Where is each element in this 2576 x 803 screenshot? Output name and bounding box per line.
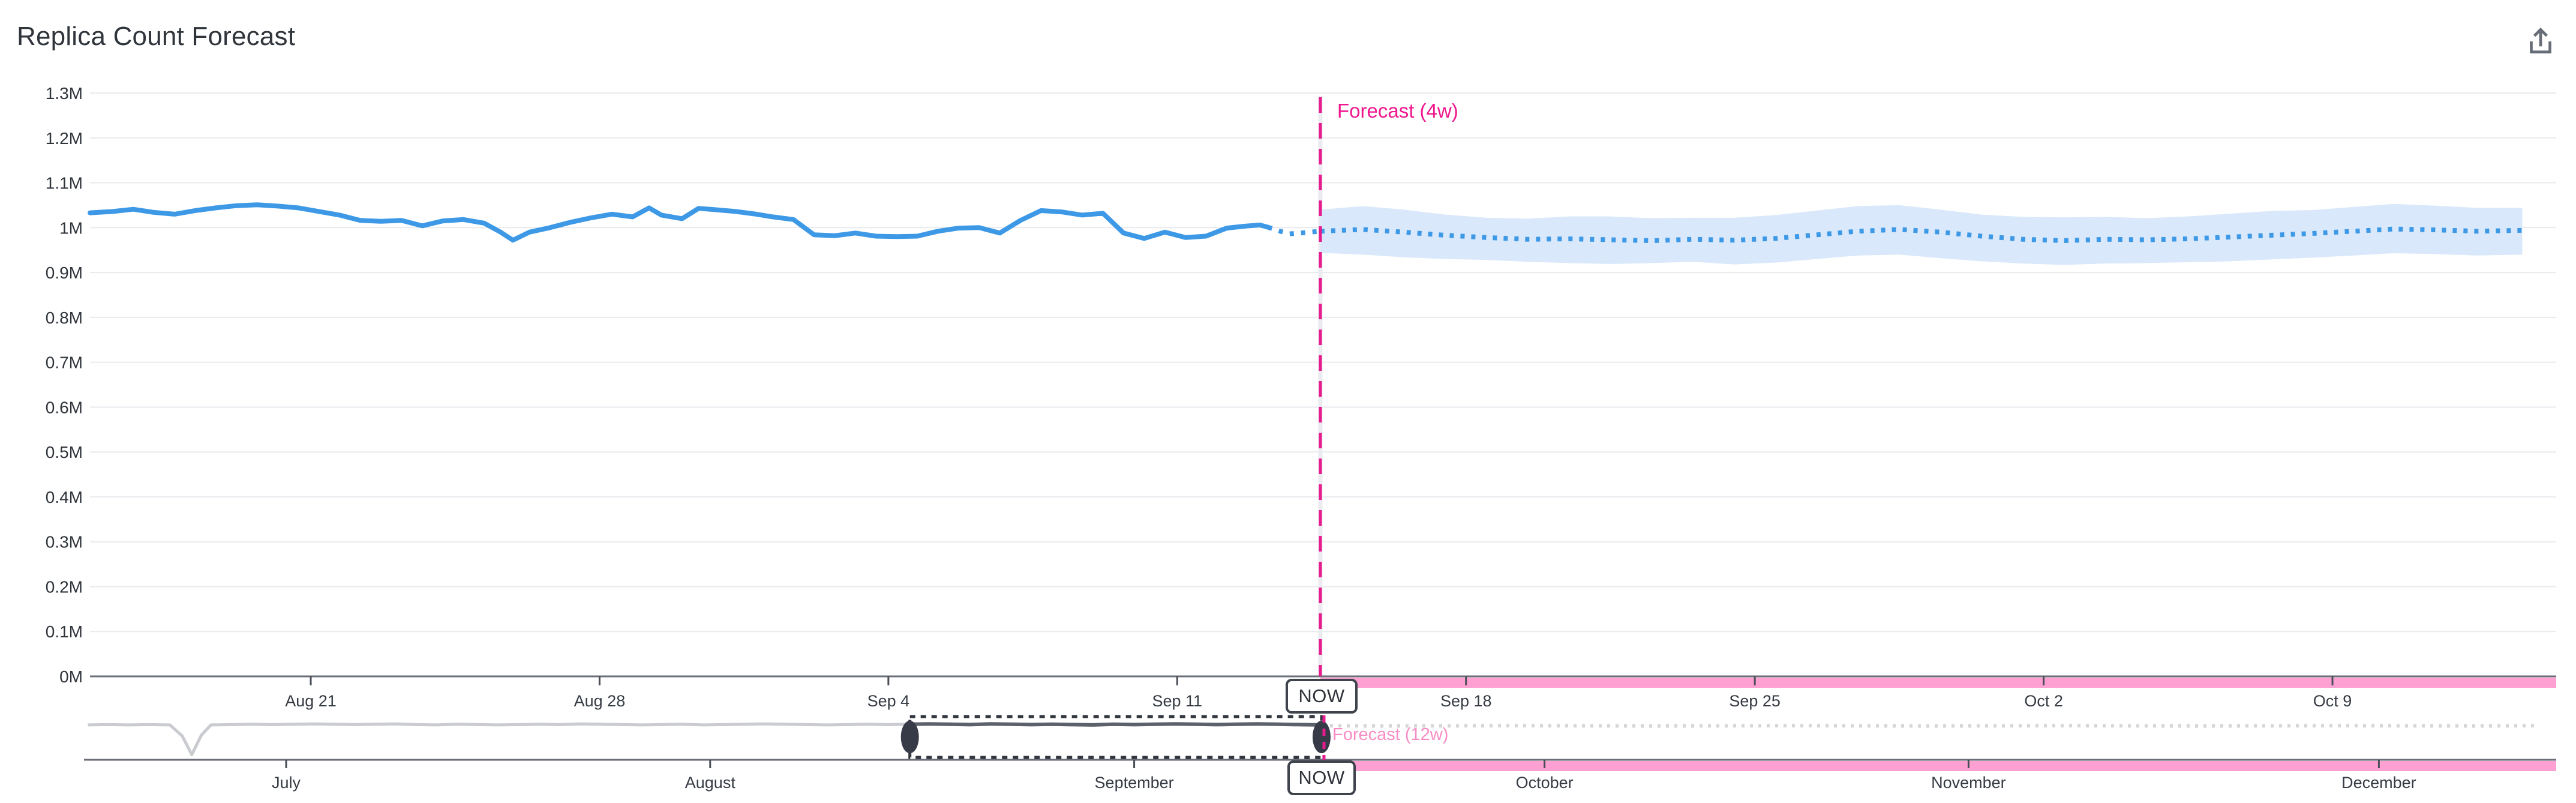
forecast-axis-highlight (1320, 678, 2556, 688)
y-axis-label: 0.2M (46, 577, 83, 596)
navigator-axis-label: November (1931, 774, 2006, 792)
forecast-4w-label: Forecast (4w) (1337, 100, 1458, 122)
navigator-axis-label: September (1095, 774, 1174, 792)
forecast-12w-label: Forecast (12w) (1332, 725, 1449, 744)
x-axis-label: Sep 18 (1440, 692, 1492, 710)
navigator-axis-label: December (2341, 774, 2416, 792)
x-axis-label: Aug 21 (285, 692, 337, 710)
y-axis-label: 1.3M (46, 84, 83, 103)
navigator-axis-label: July (272, 774, 301, 792)
y-axis-label: 0.3M (46, 533, 83, 552)
now-marker-badge-main: NOW (1286, 679, 1358, 714)
y-axis-label: 0M (59, 667, 83, 686)
navigator-series-line (88, 722, 1322, 756)
y-axis-label: 1.2M (46, 129, 83, 148)
y-axis-label: 0.5M (46, 443, 83, 462)
y-axis-label: 0.8M (46, 308, 83, 327)
y-axis-label: 0.4M (46, 488, 83, 507)
navigator-forecast-axis-highlight (1321, 761, 2556, 771)
navigator-series-line-selected (908, 722, 1322, 727)
brush-handle-left[interactable] (900, 721, 919, 753)
brush-handle-right[interactable] (1312, 721, 1331, 753)
navigator-axis-label: August (685, 774, 736, 792)
navigator-axis-label: October (1516, 774, 1574, 792)
y-axis-label: 0.9M (46, 263, 83, 282)
y-axis-label: 0.1M (46, 622, 83, 641)
page-title: Replica Count Forecast (17, 22, 296, 51)
x-axis-label: Sep 25 (1729, 692, 1781, 710)
x-axis-label: Oct 9 (2313, 692, 2352, 710)
x-axis-label: Sep 4 (867, 692, 910, 710)
y-axis-label: 0.6M (46, 398, 83, 417)
export-button[interactable] (2523, 24, 2558, 59)
export-share-icon (2530, 28, 2551, 53)
x-axis-label: Sep 11 (1152, 692, 1203, 710)
x-axis-label: Aug 28 (574, 692, 626, 710)
y-axis-label: 0.7M (46, 353, 83, 372)
y-axis-label: 1M (59, 218, 83, 237)
forecast-confidence-band (1320, 203, 2523, 265)
now-marker-badge-navigator: NOW (1287, 760, 1356, 795)
y-axis-label: 1.1M (46, 174, 83, 193)
historical-line (88, 202, 1271, 243)
x-axis-label: Oct 2 (2024, 692, 2063, 710)
